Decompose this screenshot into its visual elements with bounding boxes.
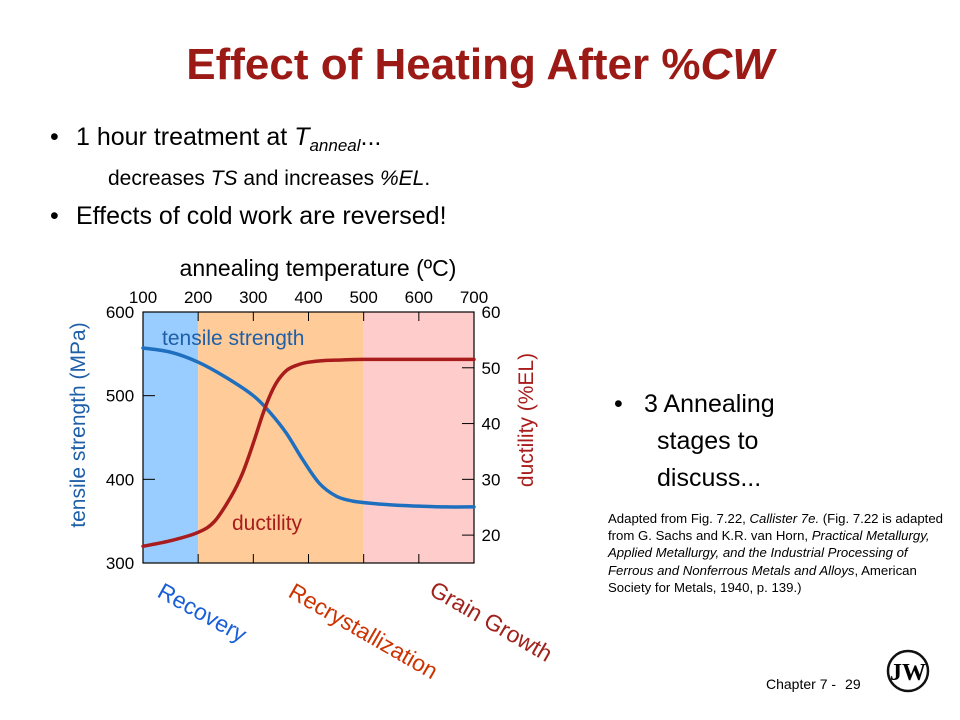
series-lines	[141, 346, 476, 549]
y-right-tick-label: 40	[482, 415, 501, 434]
page-number: 29	[845, 676, 861, 692]
region-recrystallization	[198, 312, 364, 563]
y-right-tick-label: 50	[482, 359, 501, 378]
x-tick-label: 200	[184, 288, 212, 307]
stage-regions	[143, 312, 474, 563]
stage-label-grain-growth: Grain Growth	[426, 576, 557, 667]
x-tick-label: 100	[129, 288, 157, 307]
x-tick-label: 400	[294, 288, 322, 307]
bullet-anneal-effects: decreases TS and increases %EL.	[108, 167, 431, 190]
x-tick-label: 500	[349, 288, 377, 307]
axis-ticks: 100 200 300 400 500 600 700 300 400 500 600 20 30 40 5…	[106, 288, 501, 573]
figure-caption: Adapted from Fig. 7.22, Callister 7e. (F…	[608, 511, 944, 595]
series-ductility	[141, 357, 476, 549]
y-right-tick-label: 60	[482, 303, 501, 322]
series-tensile-strength	[141, 346, 476, 509]
annealing-stages-bullet: • 3 Annealing stages to discuss...	[614, 390, 775, 492]
bullet-anneal-treatment: • 1 hour treatment at Tanneal...	[50, 123, 382, 155]
y-left-tick-label: 300	[106, 554, 134, 573]
y-right-tick-label: 20	[482, 526, 501, 545]
slide-title: Effect of Heating After %CW	[186, 40, 774, 89]
tensile-strength-label: tensile strength	[162, 327, 304, 350]
bullet-cold-work-reversed: • Effects of cold work are reversed!	[50, 202, 447, 230]
chapter-label: Chapter 7 -	[766, 676, 837, 692]
x-axis-title: annealing temperature (ºC)	[180, 255, 457, 281]
y-left-tick-label: 600	[106, 303, 134, 322]
y-left-axis-title: tensile strength (MPa)	[67, 322, 90, 527]
x-tick-label: 600	[405, 288, 433, 307]
y-left-tick-label: 400	[106, 470, 134, 489]
slide-footer: Chapter 7 - 29	[766, 676, 861, 692]
y-right-tick-label: 30	[482, 470, 501, 489]
region-grain-growth	[363, 312, 474, 563]
y-right-axis-title: ductility (%EL)	[515, 353, 538, 487]
stage-label-recovery: Recovery	[154, 578, 252, 648]
stage-label-recrystallization: Recrystallization	[285, 578, 443, 684]
x-tick-label: 700	[460, 288, 488, 307]
ductility-label: ductility	[232, 512, 303, 535]
x-tick-label: 300	[239, 288, 267, 307]
y-left-tick-label: 500	[106, 387, 134, 406]
